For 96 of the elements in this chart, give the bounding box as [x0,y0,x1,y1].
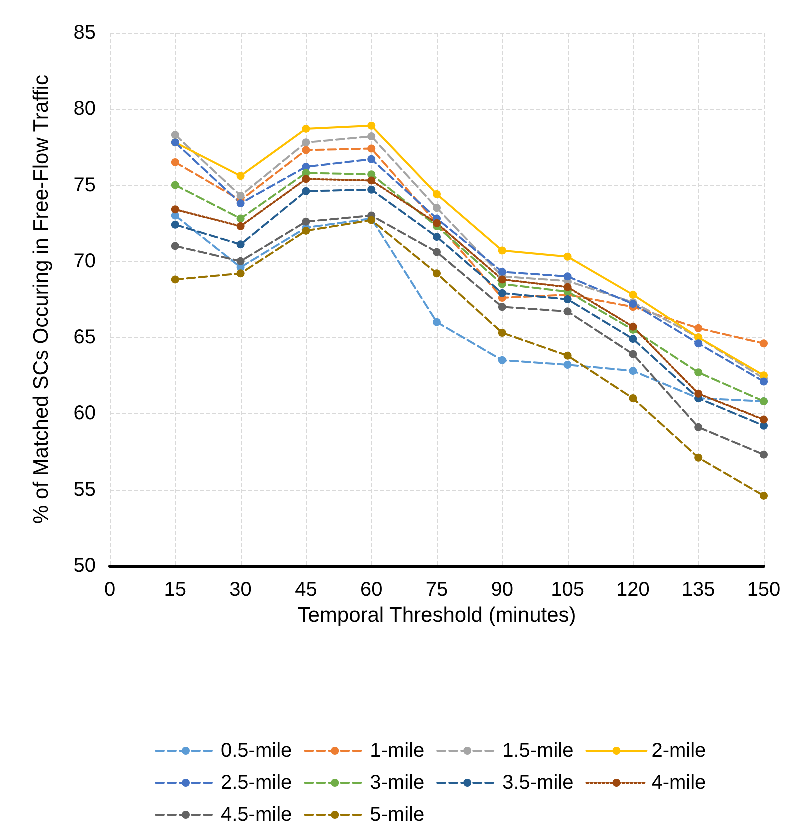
point [236,222,245,230]
legend-label: 4.5-mile [221,804,292,826]
point [433,204,441,212]
point [302,226,310,235]
legend-label: 1-mile [370,740,425,762]
point [302,187,310,196]
x-tick-label: 75 [426,579,448,601]
point [629,322,638,331]
y-tick-label: 75 [74,174,96,196]
y-tick-label: 70 [74,250,96,272]
legend-label: 5-mile [370,804,425,826]
point [694,368,703,377]
point [302,218,310,226]
point [498,356,506,364]
legend-label: 4-mile [652,772,706,794]
point [694,423,703,432]
point [498,268,506,276]
point [171,131,180,140]
point [498,276,506,284]
point [236,257,245,266]
x-tick-label: 0 [104,579,116,601]
point [498,289,506,298]
point [498,303,506,312]
point [498,329,506,337]
point [433,248,441,256]
point [236,240,245,249]
point [171,276,180,284]
point [368,122,376,130]
point [171,206,180,214]
point [171,242,180,250]
point [302,146,310,154]
point [694,454,703,462]
point [629,394,638,402]
point [368,155,376,164]
point [171,158,180,166]
point [694,340,703,348]
y-axis-title: % of Matched SCs Occuring in Free-Flow Traffic [30,75,53,524]
x-tick-label: 150 [747,579,781,601]
x-tick-label: 45 [295,579,318,601]
point [368,132,376,141]
point [760,492,768,500]
point [433,233,441,242]
point [564,308,572,316]
point [302,175,310,184]
y-tick-label: 50 [74,555,96,577]
point [564,283,572,292]
y-tick-label: 55 [74,478,96,501]
point [694,390,703,398]
point [760,416,768,424]
point [236,200,245,208]
point [368,176,376,185]
legend-label: 1.5-mile [502,740,574,762]
point [564,272,572,281]
point [564,296,572,304]
x-tick-label: 60 [360,579,383,601]
point [629,367,638,376]
legend-label: 2.5-mile [221,772,292,794]
point [236,214,245,223]
point [629,350,638,358]
point [302,124,310,133]
point [564,352,572,360]
point [302,138,310,147]
x-tick-label: 120 [616,579,650,601]
x-tick-label: 105 [551,579,584,601]
point [236,172,245,180]
legend-label: 3.5-mile [502,772,574,794]
legend-label: 2-mile [652,740,706,762]
point [171,220,180,229]
y-tick-label: 85 [74,22,96,44]
point [760,450,768,459]
y-tick-label: 65 [74,326,96,349]
point [433,190,441,198]
point [760,340,768,348]
point [498,246,506,255]
legend-label: 3-mile [370,772,425,794]
point [433,318,441,326]
point [629,290,638,299]
x-axis-title: Temporal Threshold (minutes) [298,604,576,627]
point [368,144,376,153]
point [433,270,441,278]
point [564,252,572,261]
point [171,181,180,190]
point [760,378,768,386]
y-tick-label: 60 [74,402,96,425]
legend-label: 0.5-mile [221,740,292,762]
point [368,186,376,194]
x-tick-label: 90 [491,579,514,601]
x-tick-label: 15 [164,579,187,601]
x-tick-label: 30 [230,579,252,601]
point [564,360,572,369]
point [629,335,638,344]
point [694,324,703,332]
point [236,270,245,278]
x-tick-label: 135 [682,579,716,601]
point [236,192,245,200]
y-tick-label: 80 [74,98,96,120]
